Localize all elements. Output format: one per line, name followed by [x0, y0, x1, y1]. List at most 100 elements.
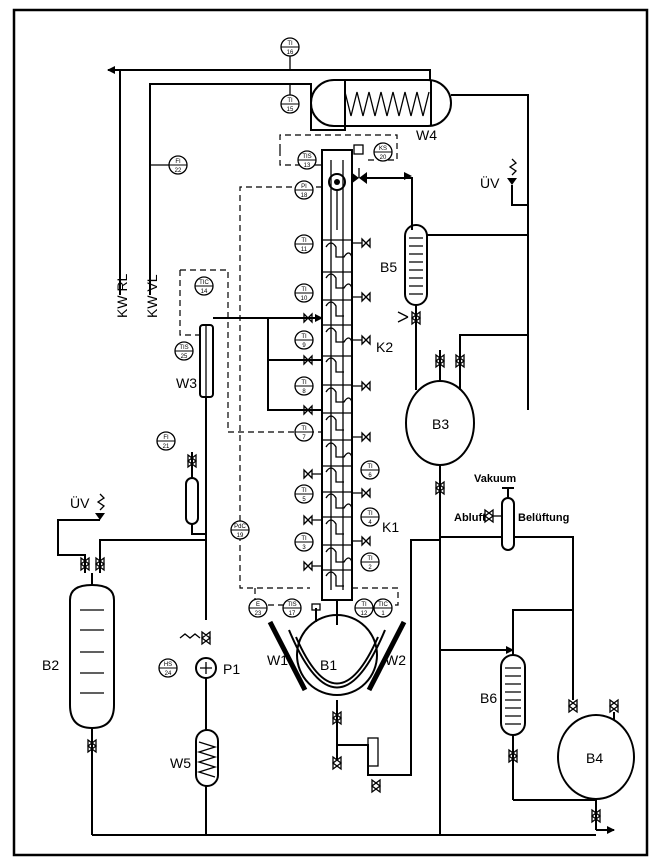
instrument-ti-15: TI 15	[280, 94, 300, 114]
instrument-ti-8: TI 8	[294, 376, 314, 396]
feed-lines	[213, 314, 323, 411]
instrument-tag: TI	[367, 511, 373, 517]
instrument-ti-12: TI 12	[354, 598, 374, 618]
exchanger-w3	[199, 324, 214, 620]
column-k1-k2	[321, 149, 353, 612]
instrument-number: 14	[201, 289, 208, 295]
instrument-tag: TIS	[179, 345, 188, 351]
instrument-number: 22	[175, 168, 182, 174]
control-loops	[179, 134, 399, 606]
instrument-number: 4	[368, 520, 372, 526]
label-vakuum: Vakuum	[474, 473, 516, 485]
instrument-tag: FI	[163, 435, 169, 441]
instrument-ti-7: TI 7	[294, 422, 314, 442]
instrument-number: 15	[287, 107, 294, 113]
instrument-ti-10: TI 10	[294, 283, 314, 303]
condenser-w4	[310, 79, 452, 127]
instrument-number: 16	[287, 50, 294, 56]
instrument-fi-21: FI 21	[156, 431, 176, 451]
vessel-b1	[267, 539, 440, 794]
label-uv-left: ÜV	[70, 494, 90, 511]
pump-p1	[179, 630, 217, 730]
instrument-ti-5: TI 5	[294, 484, 314, 504]
instrument-number: 19	[237, 533, 244, 539]
instrument-number: 11	[301, 247, 308, 253]
instrument-tag: TIC	[199, 280, 209, 286]
instrument-number: 12	[361, 611, 368, 617]
vent-line-top	[451, 94, 529, 410]
vessel-b6	[440, 609, 596, 801]
instrument-number: 25	[181, 354, 188, 360]
instrument-number: 8	[302, 389, 306, 395]
label-w4: W4	[416, 127, 437, 143]
vessel-b2	[57, 493, 206, 835]
label-uv-top: ÜV	[480, 174, 500, 191]
label-b2: B2	[42, 657, 59, 673]
instrument-tag: KS	[379, 146, 387, 152]
page-frame	[12, 8, 649, 857]
instrument-tic-1: TIC 1	[373, 598, 393, 618]
instrument-tag: TIS	[287, 602, 296, 608]
instrument-tag: TIS	[302, 154, 311, 160]
condenser-coil	[344, 91, 430, 117]
vacuum-aeration	[440, 487, 574, 700]
label-k2: K2	[376, 339, 393, 355]
instrument-pdc-19: PdC 19	[230, 520, 250, 540]
instrument-tis-17: TIS 17	[282, 598, 302, 618]
label-b6: B6	[480, 690, 497, 706]
instrument-number: 6	[368, 473, 372, 479]
label-b3: B3	[432, 416, 449, 432]
instrument-ti-6: TI 6	[360, 460, 380, 480]
instrument-number: 23	[255, 611, 262, 617]
instrument-number: 20	[380, 155, 387, 161]
instrument-tag: PI	[301, 184, 307, 190]
instrument-e-23: E 23	[248, 598, 268, 618]
instrument-tag: TI	[361, 602, 367, 608]
instrument-ti-4: TI 4	[360, 507, 380, 527]
label-belueftung: Belüftung	[518, 512, 569, 524]
instrument-number: 9	[302, 343, 306, 349]
instrument-bubbles: TI16TI15FI22TIS13KS20PI18TI11TI10TI9TI8T…	[156, 37, 393, 678]
instrument-tag: TI	[301, 426, 307, 432]
instrument-number: 1	[381, 611, 385, 617]
exchanger-w5	[195, 729, 219, 835]
instrument-tag: HS	[164, 662, 172, 668]
instrument-tis-13: TIS 13	[297, 150, 317, 170]
instrument-number: 7	[302, 435, 306, 441]
instrument-tag: E	[256, 602, 260, 608]
instrument-tag: TIC	[378, 602, 388, 608]
instrument-number: 13	[304, 163, 311, 169]
label-b4: B4	[586, 750, 603, 766]
instrument-number: 24	[165, 671, 172, 677]
instrument-number: 3	[302, 545, 306, 551]
instrument-ti-2: TI 2	[360, 552, 380, 572]
instrument-tag: TI	[301, 287, 307, 293]
instrument-tag: TI	[367, 464, 373, 470]
instrument-ti-16: TI 16	[280, 37, 300, 57]
instrument-tag: TI	[301, 380, 307, 386]
instrument-tag: TI	[287, 41, 293, 47]
label-kw-vl: KW VL	[144, 274, 160, 318]
instrument-tag: TI	[301, 238, 307, 244]
instrument-tag: PdC	[234, 524, 246, 530]
label-abluft: Abluft	[454, 512, 486, 524]
instrument-ks-20: KS 20	[373, 142, 393, 162]
label-b5: B5	[380, 259, 397, 275]
instrument-tag: TI	[301, 334, 307, 340]
instrument-tag: TI	[367, 556, 373, 562]
instrument-fi-22: FI 22	[168, 155, 188, 175]
instrument-tag: TI	[301, 488, 307, 494]
label-w5: W5	[170, 755, 191, 771]
instrument-number: 17	[289, 611, 296, 617]
instrument-tic-14: TIC 14	[194, 276, 214, 296]
sight-glass-left	[185, 452, 206, 535]
instrument-tis-25: TIS 25	[174, 341, 194, 361]
cooling-water-lines	[107, 42, 431, 295]
instrument-ti-3: TI 3	[294, 532, 314, 552]
vessel-b5	[397, 224, 528, 335]
instrument-tag: FI	[175, 159, 181, 165]
label-w3: W3	[176, 375, 197, 391]
instrument-hs-24: HS 24	[158, 658, 178, 678]
instrument-pi-18: PI 18	[294, 180, 314, 200]
label-w2: W2	[385, 652, 406, 668]
